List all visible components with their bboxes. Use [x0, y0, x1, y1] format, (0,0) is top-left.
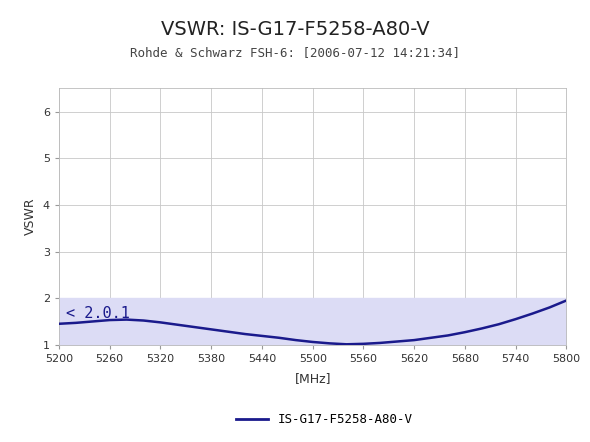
Y-axis label: VSWR: VSWR	[24, 198, 37, 236]
Text: Rohde & Schwarz FSH-6: [2006-07-12 14:21:34]: Rohde & Schwarz FSH-6: [2006-07-12 14:21…	[130, 46, 460, 59]
X-axis label: [MHz]: [MHz]	[294, 372, 331, 385]
Text: < 2.0.1: < 2.0.1	[65, 306, 130, 321]
Text: VSWR: IS-G17-F5258-A80-V: VSWR: IS-G17-F5258-A80-V	[160, 20, 430, 39]
Legend: IS-G17-F5258-A80-V: IS-G17-F5258-A80-V	[231, 408, 418, 431]
